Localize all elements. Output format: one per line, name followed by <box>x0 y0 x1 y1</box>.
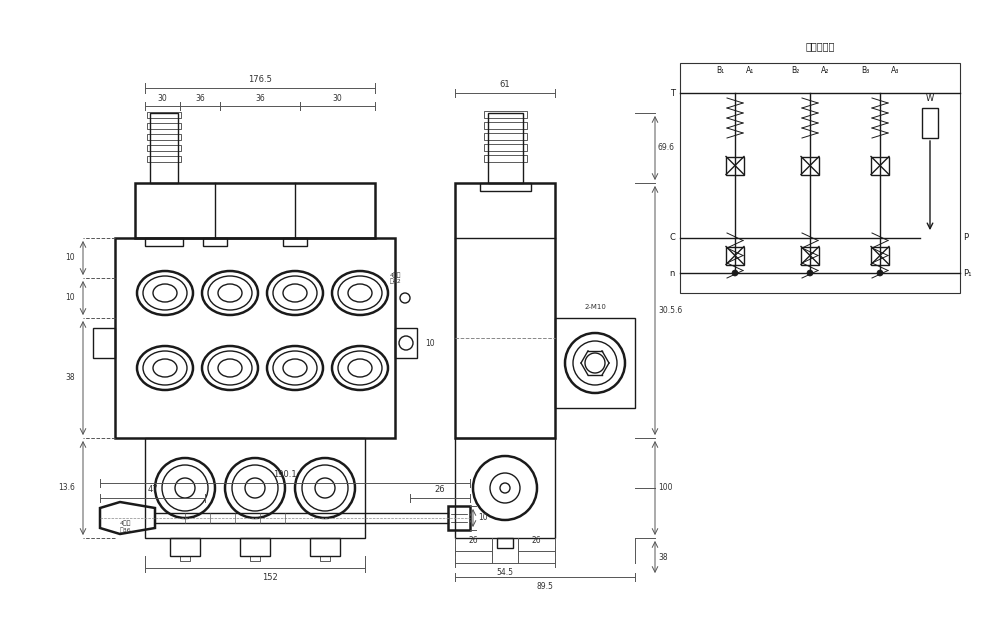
Circle shape <box>732 270 738 276</box>
Text: 10: 10 <box>478 513 488 522</box>
Text: 10: 10 <box>65 294 75 303</box>
Bar <box>203 238 227 246</box>
Bar <box>310 538 340 556</box>
Bar <box>320 556 330 561</box>
Bar <box>484 122 526 129</box>
Text: 26: 26 <box>435 485 445 494</box>
Bar <box>147 145 181 151</box>
Text: P: P <box>963 234 968 242</box>
Text: 13.6: 13.6 <box>58 484 75 492</box>
Bar <box>680 63 960 293</box>
Bar <box>135 183 375 238</box>
Text: 69.6: 69.6 <box>658 144 675 153</box>
Bar <box>871 246 889 265</box>
Bar <box>488 113 522 183</box>
Text: 176.5: 176.5 <box>248 75 272 84</box>
Text: 10: 10 <box>65 253 75 263</box>
Text: 190.1: 190.1 <box>273 470 297 479</box>
Text: 38: 38 <box>65 373 75 382</box>
Text: 4螺孔
高36: 4螺孔 高36 <box>120 521 132 533</box>
Bar <box>484 111 526 118</box>
Text: 100: 100 <box>658 484 672 492</box>
Bar <box>150 113 178 183</box>
Bar <box>145 238 183 246</box>
Bar <box>145 438 365 538</box>
Bar <box>484 133 526 140</box>
Text: C: C <box>669 234 675 242</box>
Text: B₂: B₂ <box>791 66 799 75</box>
Text: A₃: A₃ <box>891 66 899 75</box>
Text: 30: 30 <box>333 94 342 103</box>
Text: 30.5.6: 30.5.6 <box>658 306 682 315</box>
Bar <box>147 112 181 118</box>
Bar <box>283 238 307 246</box>
Bar <box>801 156 819 175</box>
Bar <box>147 156 181 162</box>
Text: 4螺孔
高42: 4螺孔 高42 <box>390 272 402 284</box>
Bar <box>448 506 470 530</box>
Bar <box>726 156 744 175</box>
Bar <box>147 123 181 129</box>
Text: B₁: B₁ <box>716 66 724 75</box>
Circle shape <box>877 270 883 276</box>
Text: T: T <box>670 89 675 97</box>
Text: 152: 152 <box>262 573 278 582</box>
Text: 30: 30 <box>158 94 167 103</box>
Text: P₁: P₁ <box>963 268 972 277</box>
Text: 54.5: 54.5 <box>496 568 514 577</box>
Text: 26: 26 <box>469 536 478 545</box>
Text: B₃: B₃ <box>861 66 869 75</box>
Text: 61: 61 <box>500 80 510 89</box>
Text: 47: 47 <box>147 485 158 494</box>
Text: 36: 36 <box>255 94 265 103</box>
Bar <box>922 108 938 138</box>
Text: 89.5: 89.5 <box>537 582 553 591</box>
Text: A₂: A₂ <box>821 66 829 75</box>
Bar <box>555 318 635 408</box>
Bar <box>115 238 395 438</box>
Bar <box>455 438 555 538</box>
Bar <box>250 556 260 561</box>
Text: 液压原理图: 液压原理图 <box>805 41 835 51</box>
Circle shape <box>807 270 813 276</box>
Bar <box>93 328 115 358</box>
Bar <box>170 538 200 556</box>
Bar <box>455 183 555 438</box>
Bar <box>484 155 526 162</box>
Bar <box>180 556 190 561</box>
Text: 2-M10: 2-M10 <box>584 304 606 310</box>
Bar <box>871 156 889 175</box>
Text: 26: 26 <box>532 536 541 545</box>
Bar <box>395 328 417 358</box>
Bar <box>726 246 744 265</box>
Bar <box>484 144 526 151</box>
Text: 38: 38 <box>658 553 668 561</box>
Text: W: W <box>926 94 934 103</box>
Text: 10: 10 <box>425 339 435 348</box>
Bar <box>147 134 181 140</box>
Bar <box>480 183 530 191</box>
Text: 36: 36 <box>195 94 205 103</box>
Bar <box>801 246 819 265</box>
Bar <box>240 538 270 556</box>
Text: A₁: A₁ <box>746 66 754 75</box>
Bar <box>497 538 513 548</box>
Text: n: n <box>670 268 675 277</box>
